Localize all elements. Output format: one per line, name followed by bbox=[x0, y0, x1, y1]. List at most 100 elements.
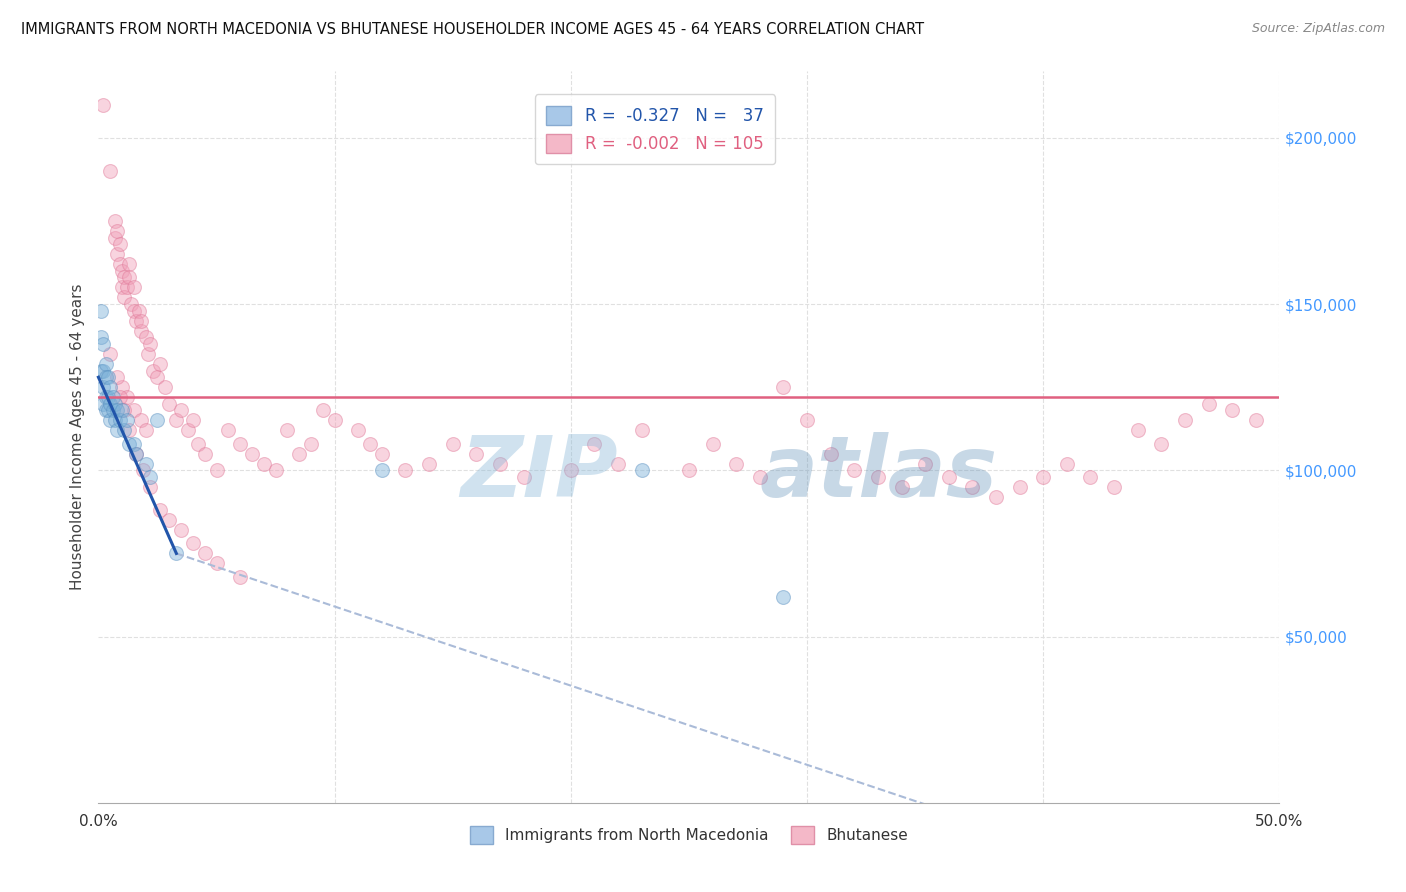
Legend: Immigrants from North Macedonia, Bhutanese: Immigrants from North Macedonia, Bhutane… bbox=[464, 820, 914, 850]
Point bbox=[90, 303, 112, 318]
Point bbox=[149, 357, 172, 371]
Point bbox=[122, 403, 145, 417]
Point bbox=[323, 413, 346, 427]
Point bbox=[890, 480, 912, 494]
Point bbox=[112, 424, 135, 438]
Point bbox=[139, 480, 162, 494]
Point bbox=[104, 214, 127, 228]
Point bbox=[1220, 403, 1243, 417]
Point bbox=[101, 403, 124, 417]
Point bbox=[347, 424, 370, 438]
Point bbox=[91, 337, 114, 351]
Point bbox=[129, 413, 152, 427]
Point bbox=[264, 463, 287, 477]
Point bbox=[105, 370, 128, 384]
Point bbox=[1244, 413, 1267, 427]
Point bbox=[678, 463, 700, 477]
Point bbox=[118, 257, 141, 271]
Point bbox=[153, 380, 176, 394]
Point bbox=[132, 463, 155, 477]
Point bbox=[125, 447, 148, 461]
Point bbox=[1150, 436, 1173, 450]
Point bbox=[725, 457, 748, 471]
Point bbox=[560, 463, 582, 477]
Point bbox=[118, 270, 141, 285]
Point bbox=[122, 280, 145, 294]
Point bbox=[371, 447, 394, 461]
Point bbox=[772, 380, 794, 394]
Point bbox=[129, 314, 152, 328]
Point bbox=[112, 290, 135, 304]
Point bbox=[108, 237, 131, 252]
Point bbox=[94, 357, 117, 371]
Point bbox=[371, 463, 394, 477]
Point bbox=[142, 363, 165, 377]
Point bbox=[94, 403, 117, 417]
Point bbox=[1032, 470, 1054, 484]
Point bbox=[170, 523, 193, 537]
Point bbox=[104, 413, 127, 427]
Point bbox=[139, 470, 162, 484]
Point bbox=[796, 413, 818, 427]
Text: IMMIGRANTS FROM NORTH MACEDONIA VS BHUTANESE HOUSEHOLDER INCOME AGES 45 - 64 YEA: IMMIGRANTS FROM NORTH MACEDONIA VS BHUTA… bbox=[21, 22, 924, 37]
Point bbox=[702, 436, 724, 450]
Point bbox=[962, 480, 984, 494]
Point bbox=[94, 390, 117, 404]
Point bbox=[194, 447, 217, 461]
Point bbox=[135, 457, 157, 471]
Point bbox=[1102, 480, 1125, 494]
Point bbox=[135, 330, 157, 344]
Point bbox=[177, 424, 200, 438]
Point bbox=[108, 257, 131, 271]
Point bbox=[97, 403, 120, 417]
Point bbox=[1174, 413, 1197, 427]
Point bbox=[984, 490, 1007, 504]
Point bbox=[512, 470, 534, 484]
Point bbox=[105, 403, 128, 417]
Point bbox=[146, 370, 169, 384]
Point bbox=[630, 463, 652, 477]
Point bbox=[205, 463, 228, 477]
Point bbox=[359, 436, 381, 450]
Point bbox=[97, 370, 120, 384]
Point bbox=[105, 247, 128, 261]
Point bbox=[170, 403, 193, 417]
Point bbox=[583, 436, 606, 450]
Point bbox=[136, 347, 159, 361]
Point bbox=[105, 224, 128, 238]
Point bbox=[312, 403, 335, 417]
Point bbox=[1198, 397, 1220, 411]
Point bbox=[101, 390, 124, 404]
Point bbox=[418, 457, 440, 471]
Point bbox=[98, 380, 121, 394]
Point bbox=[115, 280, 138, 294]
Point bbox=[111, 280, 134, 294]
Point bbox=[98, 413, 121, 427]
Point bbox=[194, 546, 217, 560]
Point bbox=[91, 397, 114, 411]
Point bbox=[165, 413, 187, 427]
Point bbox=[157, 513, 180, 527]
Point bbox=[97, 390, 120, 404]
Point bbox=[1008, 480, 1031, 494]
Point bbox=[441, 436, 464, 450]
Point bbox=[111, 403, 134, 417]
Point bbox=[217, 424, 239, 438]
Point bbox=[253, 457, 276, 471]
Point bbox=[112, 270, 135, 285]
Point bbox=[205, 557, 228, 571]
Point bbox=[1056, 457, 1078, 471]
Point bbox=[94, 370, 117, 384]
Point bbox=[938, 470, 960, 484]
Y-axis label: Householder Income Ages 45 - 64 years: Householder Income Ages 45 - 64 years bbox=[69, 284, 84, 591]
Point bbox=[125, 447, 148, 461]
Point bbox=[90, 330, 112, 344]
Point bbox=[129, 324, 152, 338]
Point bbox=[1080, 470, 1102, 484]
Point bbox=[108, 390, 131, 404]
Text: atlas: atlas bbox=[759, 432, 998, 516]
Point bbox=[299, 436, 322, 450]
Point bbox=[112, 403, 135, 417]
Point bbox=[630, 424, 652, 438]
Point bbox=[122, 303, 145, 318]
